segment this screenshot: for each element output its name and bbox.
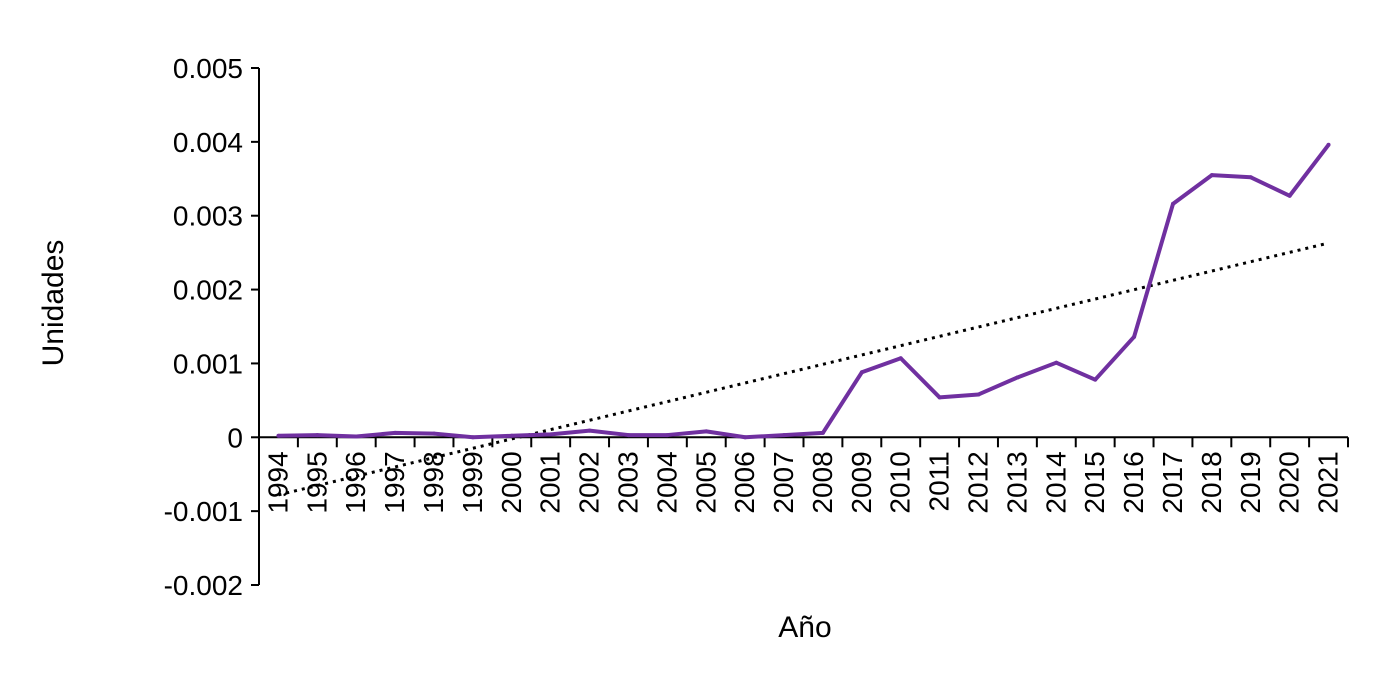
x-tick-label: 2016 xyxy=(1118,451,1149,513)
x-tick-label: 1998 xyxy=(418,451,449,513)
y-tick-label: 0.002 xyxy=(173,275,243,306)
data-point xyxy=(470,435,475,440)
y-tick-label: 0.004 xyxy=(173,127,243,158)
x-tick-label: 2006 xyxy=(729,451,760,513)
x-tick-label: 2010 xyxy=(885,451,916,513)
x-tick-label: 2018 xyxy=(1196,451,1227,513)
x-tick-label: 2013 xyxy=(1001,451,1032,513)
x-tick-label: 1999 xyxy=(457,451,488,513)
data-point xyxy=(1326,142,1331,147)
y-tick-label: 0.001 xyxy=(173,348,243,379)
x-axis: 1994 1995 1996 1997 1998 1999 2000 2001 2002 2003… xyxy=(258,436,1349,514)
x-tick-label: 2002 xyxy=(574,451,605,513)
data-point xyxy=(1248,175,1253,180)
x-tick-label: 2008 xyxy=(807,451,838,513)
data-point xyxy=(1170,201,1175,206)
x-tick-label: 2012 xyxy=(963,451,994,513)
x-tick-label: 1996 xyxy=(340,451,371,513)
y-tick-label: 0.003 xyxy=(173,201,243,232)
data-point xyxy=(820,430,825,435)
x-tick-label: 2020 xyxy=(1274,451,1305,513)
y-tick-label: -0.001 xyxy=(164,496,243,527)
x-tick-label: 2017 xyxy=(1157,451,1188,513)
data-point xyxy=(704,429,709,434)
x-tick-label: 2003 xyxy=(612,451,643,513)
x-tick-label: 2015 xyxy=(1079,451,1110,513)
series-line xyxy=(278,143,1331,440)
data-point xyxy=(1209,173,1214,178)
x-tick-label: 2007 xyxy=(768,451,799,513)
x-tick-label: 2005 xyxy=(690,451,721,513)
data-point xyxy=(859,370,864,375)
data-point xyxy=(1132,334,1137,339)
data-point xyxy=(743,435,748,440)
y-axis-title: Unidades xyxy=(37,240,70,367)
x-tick-label: 2000 xyxy=(496,451,527,513)
data-point xyxy=(1015,375,1020,380)
x-tick-label: 2011 xyxy=(924,451,955,511)
data-point xyxy=(898,356,903,361)
y-tick-label: 0 xyxy=(227,422,243,453)
data-point xyxy=(1054,360,1059,365)
y-tick-label: -0.002 xyxy=(164,570,243,601)
series-layer xyxy=(276,142,1331,440)
data-point xyxy=(509,433,514,438)
y-tick-label: 0.005 xyxy=(173,53,243,84)
data-point xyxy=(393,430,398,435)
data-point xyxy=(548,432,553,437)
data-point xyxy=(1287,193,1292,198)
x-tick-label: 2009 xyxy=(846,451,877,513)
x-tick-label: 2021 xyxy=(1313,451,1344,513)
y-axis: -0.002 -0.001 0 0.001 0.002 0.003 0.004 0.005 xyxy=(164,53,260,601)
data-point xyxy=(432,431,437,436)
data-point xyxy=(315,433,320,438)
data-point xyxy=(782,433,787,438)
data-point xyxy=(587,428,592,433)
data-point xyxy=(626,433,631,438)
data-point xyxy=(1093,377,1098,382)
data-point xyxy=(276,433,281,438)
x-tick-label: 2014 xyxy=(1040,451,1071,513)
x-tick-label: 2019 xyxy=(1235,451,1266,513)
data-point xyxy=(354,434,359,439)
x-tick-label: 1994 xyxy=(262,451,293,513)
data-point xyxy=(976,392,981,397)
x-tick-label: 2001 xyxy=(535,451,566,513)
x-axis-title: Año xyxy=(778,611,831,644)
data-point xyxy=(665,433,670,438)
x-tick-label: 2004 xyxy=(651,451,682,513)
x-tick-label: 1997 xyxy=(379,451,410,513)
data-point xyxy=(937,395,942,400)
